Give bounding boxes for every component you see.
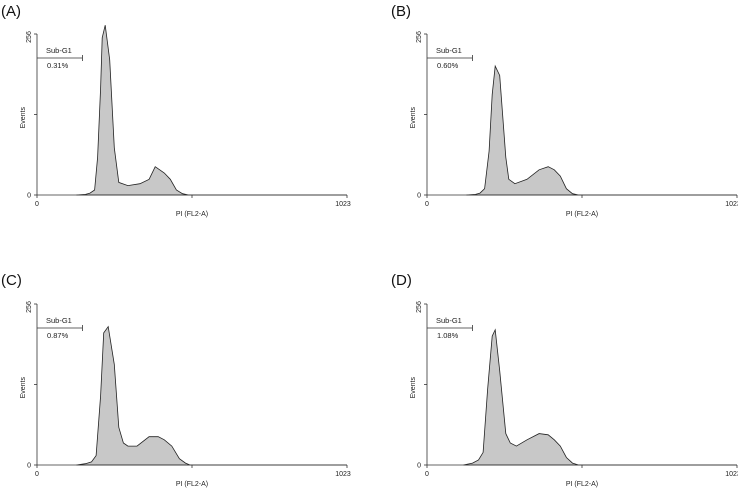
histogram-area	[76, 325, 347, 466]
y-axis-title: Events	[20, 107, 27, 129]
x-tick-label: 0	[425, 201, 429, 208]
panel-d: (D) 0 256 Events 0 1023 PI (FL2-A) Sub-G1 1.08%	[391, 272, 738, 488]
x-tick-label: 0	[35, 201, 39, 208]
y-axis-title: Events	[410, 377, 417, 399]
histogram-area	[466, 64, 737, 196]
x-tick-label: 0	[35, 471, 39, 478]
panel-c: (C) 0 256 Events 0 1023 PI (FL2-A) Sub-G1 0.87%	[1, 272, 351, 488]
y-tick-label: 256	[416, 31, 423, 43]
y-axis-title: Events	[410, 107, 417, 129]
y-tick-label: 256	[26, 301, 33, 313]
histogram-area	[463, 328, 737, 466]
panel-label: (B)	[391, 3, 411, 20]
panel-label: (D)	[391, 272, 412, 289]
gate-percentage: 0.31%	[47, 61, 69, 70]
panel-label: (C)	[1, 272, 22, 289]
panel-a: (A) 0 256 Events 0 1023 PI (FL2-A) Sub-G1 0.31%	[1, 3, 351, 218]
x-axis-title: PI (FL2-A)	[176, 211, 208, 218]
gate-name: Sub-G1	[46, 316, 72, 325]
gate-percentage: 0.87%	[47, 331, 69, 340]
gate-name: Sub-G1	[436, 46, 462, 55]
x-tick-label: 1023	[335, 201, 351, 208]
y-tick-label: 0	[27, 193, 31, 200]
x-axis-title: PI (FL2-A)	[176, 481, 208, 488]
gate-percentage: 1.08%	[437, 331, 459, 340]
x-axis-title: PI (FL2-A)	[566, 211, 598, 218]
y-axis-title: Events	[20, 377, 27, 399]
x-tick-label: 1023	[725, 201, 738, 208]
gate-name: Sub-G1	[46, 46, 72, 55]
gate-percentage: 0.60%	[437, 61, 459, 70]
y-tick-label: 0	[417, 463, 421, 470]
y-tick-label: 0	[27, 463, 31, 470]
panel-b: (B) 0 256 Events 0 1023 PI (FL2-A) Sub-G1 0.60%	[391, 3, 738, 218]
x-axis-title: PI (FL2-A)	[566, 481, 598, 488]
y-tick-label: 256	[26, 31, 33, 43]
x-tick-label: 1023	[725, 471, 738, 478]
y-tick-label: 256	[416, 301, 423, 313]
gate-name: Sub-G1	[436, 316, 462, 325]
y-tick-label: 0	[417, 193, 421, 200]
x-tick-label: 1023	[335, 471, 351, 478]
histogram-area	[76, 25, 347, 196]
x-tick-label: 0	[425, 471, 429, 478]
panel-label: (A)	[1, 3, 21, 20]
